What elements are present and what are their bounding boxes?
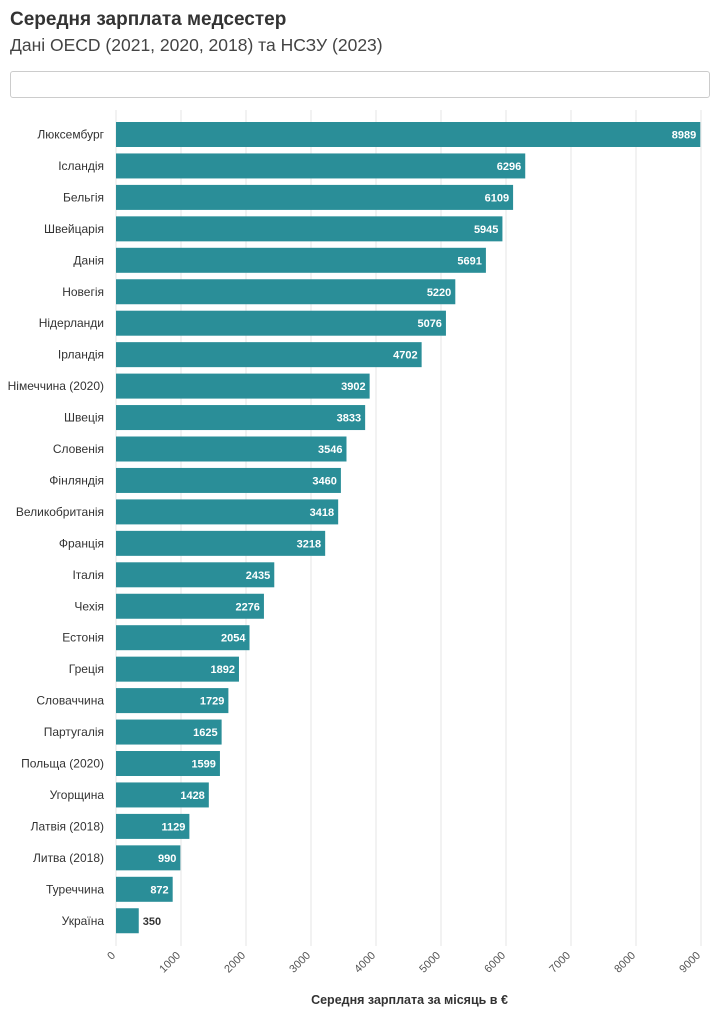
bar: [116, 908, 139, 934]
bar: [116, 373, 370, 399]
bar: [116, 247, 486, 273]
bar: [116, 216, 503, 242]
bar: [116, 122, 701, 147]
bar: [116, 530, 326, 556]
bar-chart: Люксембург 8989 Ісландія 6296 Бельгія 6109 Шве…: [8, 110, 703, 1007]
value-label: 5076: [417, 318, 441, 330]
x-tick-label: 6000: [482, 950, 508, 976]
value-label: 3833: [337, 413, 361, 425]
bar: [116, 751, 220, 776]
category-label: Словаччина: [36, 694, 104, 708]
category-label: Туреччина: [46, 882, 104, 896]
bar: [116, 719, 222, 745]
bar: [116, 625, 250, 651]
category-label: Великобританія: [16, 505, 104, 519]
value-label: 6296: [497, 161, 521, 173]
category-label: Франція: [59, 536, 104, 550]
category-label: Партугалія: [44, 725, 104, 739]
value-label: 3218: [297, 538, 321, 550]
bar: [116, 310, 446, 336]
category-label: Данія: [73, 253, 104, 267]
bar: [116, 499, 339, 525]
bar: [116, 436, 347, 462]
bar: [116, 279, 456, 305]
bar: [116, 688, 229, 714]
value-label: 1599: [191, 759, 215, 771]
value-label: 3418: [310, 507, 334, 519]
value-label: 1129: [162, 821, 186, 833]
category-label: Словенія: [53, 442, 104, 456]
bar: [116, 405, 366, 431]
bar: [116, 656, 239, 682]
value-label: 6109: [485, 192, 509, 204]
category-label: Фінляндія: [49, 473, 104, 487]
x-tick-label: 5000: [417, 950, 443, 976]
bar: [116, 813, 190, 839]
value-label: 872: [150, 884, 168, 896]
category-label: Україна: [62, 914, 105, 928]
bar: [116, 184, 514, 210]
x-tick-label: 2000: [222, 950, 248, 976]
bar: [116, 782, 209, 808]
chart-title: Середня зарплата медсестер: [10, 9, 287, 30]
value-label: 5691: [457, 255, 481, 267]
search-input[interactable]: [10, 71, 710, 98]
value-label: 2276: [235, 601, 259, 613]
category-label: Ірландія: [58, 348, 104, 362]
value-label: 1625: [193, 727, 217, 739]
category-label: Естонія: [62, 631, 104, 645]
bar: [116, 342, 422, 368]
x-tick-label: 4000: [352, 950, 378, 976]
category-label: Ісландія: [58, 159, 104, 173]
bar: [116, 153, 526, 179]
value-label: 2054: [221, 633, 246, 645]
x-tick-label: 8000: [612, 950, 638, 976]
value-label: 2435: [246, 570, 270, 582]
category-label: Люксембург: [37, 128, 104, 142]
category-label: Чехія: [74, 599, 104, 613]
x-axis-label: Середня зарплата за місяць в €: [311, 993, 508, 1007]
value-label: 3460: [312, 475, 336, 487]
chart-subtitle: Дані OECD (2021, 2020, 2018) та НСЗУ (20…: [10, 35, 383, 55]
bar: [116, 467, 341, 493]
value-label: 1428: [180, 790, 204, 802]
value-label: 4702: [393, 350, 417, 362]
category-label: Литва (2018): [33, 851, 104, 865]
x-tick-label: 1000: [157, 950, 183, 976]
x-tick-label: 0: [105, 950, 118, 963]
value-label: 990: [158, 853, 176, 865]
bar: [116, 593, 264, 619]
category-label: Німеччина (2020): [8, 379, 104, 393]
category-label: Новегія: [62, 285, 104, 299]
value-label: 8989: [672, 130, 696, 142]
category-label: Польща (2020): [21, 757, 104, 771]
value-label: 1892: [210, 664, 234, 676]
category-label: Греція: [69, 662, 104, 676]
category-label: Бельгія: [63, 190, 104, 204]
category-label: Угорщина: [50, 788, 105, 802]
x-tick-label: 9000: [677, 950, 703, 976]
category-label: Латвія (2018): [31, 819, 104, 833]
category-label: Швеція: [64, 411, 104, 425]
category-label: Швейцарія: [44, 222, 104, 236]
value-label: 1729: [200, 696, 224, 708]
x-tick-label: 7000: [547, 950, 573, 976]
category-label: Нідерланди: [39, 316, 104, 330]
bar: [116, 876, 173, 902]
value-label: 5945: [474, 224, 498, 236]
bar: [116, 845, 181, 871]
x-tick-label: 3000: [287, 950, 313, 976]
bar: [116, 562, 275, 588]
value-label: 5220: [427, 287, 451, 299]
category-label: Італія: [72, 568, 104, 582]
value-label: 350: [143, 916, 161, 928]
value-label: 3902: [341, 381, 365, 393]
value-label: 3546: [318, 444, 342, 456]
